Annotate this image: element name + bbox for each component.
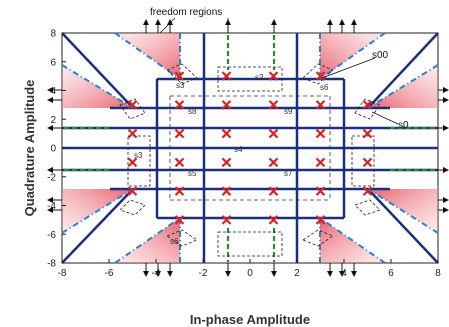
label-s8: s8	[188, 107, 197, 116]
constellation-point	[362, 128, 373, 139]
annotation-pointers	[159, 17, 399, 125]
y-axis-ticks: 8 6 4 2 0 -2 -4 -6 -8	[47, 29, 66, 270]
y-tick-label: -8	[47, 259, 56, 270]
y-tick-label: 2	[50, 115, 56, 126]
x-tick-label: 6	[388, 268, 394, 279]
label-s6-bottom: s6	[170, 237, 179, 246]
label-s00: s00	[372, 50, 389, 61]
constellation-point	[315, 157, 326, 168]
constellation-point	[127, 157, 138, 168]
constellation-point	[268, 215, 279, 225]
constellation-point	[221, 186, 232, 196]
x-tick-label: -6	[105, 268, 114, 279]
constellation-point	[221, 100, 232, 110]
constellation-point	[174, 157, 185, 168]
x-axis-ticks: -8 -6 -4 -2 0 2 4 6 8	[58, 259, 441, 279]
constellation-point	[127, 128, 138, 139]
x-tick-label: 8	[435, 268, 441, 279]
decision-boundaries	[61, 32, 439, 264]
constellation-point	[174, 71, 185, 81]
constellation-point	[221, 128, 232, 139]
constellation-point	[221, 215, 232, 225]
label-s4: s4	[234, 145, 243, 154]
constellation-point	[315, 128, 326, 139]
constellation-point	[221, 71, 232, 81]
constellation-point	[268, 100, 279, 110]
y-tick-label: 0	[50, 144, 56, 155]
constellation-point	[221, 157, 232, 168]
x-tick-label: 2	[294, 268, 300, 279]
constellation-point	[268, 128, 279, 139]
label-s3-top: s3	[176, 81, 185, 90]
constellation-point	[315, 100, 326, 110]
dash-dot-boundaries	[61, 32, 439, 264]
constellation-point	[362, 100, 373, 110]
y-tick-label: 8	[50, 29, 56, 40]
y-tick-label: -6	[47, 230, 56, 241]
label-s7: s7	[284, 169, 293, 178]
x-tick-label: 4	[341, 268, 347, 279]
constellation-point	[127, 186, 138, 196]
y-tick-label: 6	[50, 57, 56, 68]
point-labels: s2 s3 s6 s3 s4 s5 s7 s8 s9 s6	[134, 73, 329, 246]
label-s0: s0	[398, 120, 409, 131]
constellation-point	[315, 186, 326, 196]
freedom-regions-label: freedom regions	[150, 7, 222, 18]
constellation-point	[362, 186, 373, 196]
x-tick-label: -2	[199, 268, 208, 279]
x-axis-label: In-phase Amplitude	[190, 312, 310, 327]
y-axis-label: Quadrature Amplitude	[22, 80, 37, 217]
label-s9: s9	[284, 107, 293, 116]
constellation-point	[174, 128, 185, 139]
x-tick-label: -4	[152, 268, 161, 279]
y-tick-label: -2	[47, 172, 56, 183]
x-tick-label: -8	[58, 268, 67, 279]
label-s2: s2	[255, 73, 264, 82]
constellation-point	[268, 157, 279, 168]
inner-dashed-guides	[169, 95, 331, 201]
constellation-point	[315, 215, 326, 225]
constellation-point	[127, 100, 138, 110]
constellation-point	[362, 157, 373, 168]
label-s3-left: s3	[134, 151, 143, 160]
constellation-point	[174, 215, 185, 225]
y-tick-label: -4	[47, 201, 56, 212]
x-tick-label: 0	[247, 268, 253, 279]
constellation-point	[268, 186, 279, 196]
constellation-points	[127, 71, 373, 225]
edge-point-boxes	[119, 63, 381, 257]
constellation-point	[315, 71, 326, 81]
label-s5: s5	[188, 169, 197, 178]
constellation-point	[268, 71, 279, 81]
constellation-point	[174, 186, 185, 196]
label-s6-top: s6	[320, 83, 329, 92]
constellation-point	[174, 100, 185, 110]
y-tick-label: 4	[50, 86, 56, 97]
